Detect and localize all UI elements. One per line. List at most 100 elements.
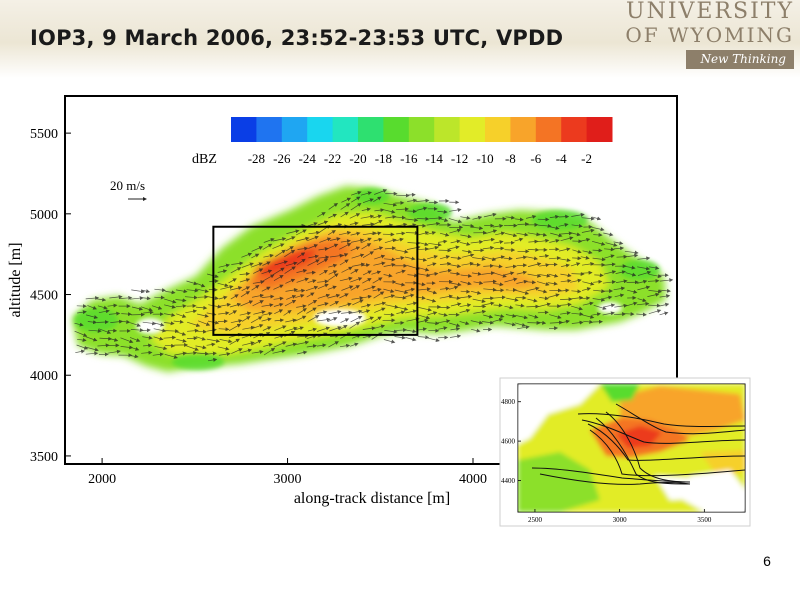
wind-vector [528,314,539,319]
wind-vector [316,343,327,348]
wind-vector [503,256,513,261]
y-tick-label: 3500 [30,450,58,465]
wind-vector [558,247,571,252]
wind-vector [349,213,361,219]
wind-vector [472,256,486,261]
wind-vector [581,296,591,301]
wind-vector [328,213,338,219]
wind-vector [593,304,607,310]
wind-vector [338,325,348,331]
wind-vector [120,319,131,324]
wind-vector [340,239,351,244]
wind-vector [603,232,614,237]
wind-vector [560,236,574,242]
wind-vector [626,301,638,307]
wind-vector [615,270,626,275]
wind-vector [340,203,351,210]
wind-vector [427,290,438,295]
wind-vector [549,320,564,325]
wind-vector [527,262,542,267]
wind-vector [317,220,329,226]
wind-vector [602,280,616,285]
wind-vector [297,246,309,251]
wind-vector [239,311,252,316]
wind-vector [570,278,582,283]
wind-vector [395,269,406,274]
wind-vector [659,294,671,299]
wind-vector [517,325,530,330]
wind-vector [262,243,273,250]
wind-vector [372,287,382,292]
wind-vector [231,261,244,266]
wind-vector [504,271,515,276]
university-logo: UNIVERSITY OF WYOMING New Thinking [619,0,794,74]
wind-vector [536,232,548,237]
wind-vector [405,309,417,314]
wind-vector [338,231,352,236]
wind-vector [416,223,427,228]
wind-vector [371,231,382,236]
colorbar-swatch [434,117,461,142]
colorbar-swatch [561,117,588,142]
wind-vector [439,255,451,260]
wind-vector [382,318,396,323]
wind-vector [341,310,353,315]
wind-vector [263,347,276,356]
wind-vector [129,337,141,342]
wind-vector [108,337,119,342]
wind-vector [613,241,624,245]
wind-vector [417,273,431,278]
wind-vector [329,301,340,307]
x-axis-label: along-track distance [m] [294,490,450,507]
wind-vector [307,222,318,227]
wind-vector [195,345,207,350]
wind-vector [108,311,121,316]
wind-vector [383,273,393,278]
wind-vector [307,279,317,284]
wind-vector [230,294,239,300]
wind-vector [614,303,628,308]
wind-vector [317,255,330,260]
colorbar-tick-label: -16 [400,151,418,166]
wind-vector [241,252,253,258]
wind-vector [350,190,362,196]
wind-vector [472,298,486,304]
wind-vector [263,343,273,347]
wind-vector [602,262,616,267]
wind-vector [396,231,406,236]
wind-vector [537,289,548,294]
wind-vector [285,278,296,284]
wind-vector [85,296,100,301]
wind-vector [470,320,484,325]
wind-vector [450,296,461,301]
wind-vector [561,263,570,268]
wind-vector [140,306,153,312]
wind-vector [297,308,307,315]
wind-vector [571,212,585,217]
wind-vector [438,312,448,317]
wind-vector [427,311,438,316]
wind-vector [251,253,260,259]
wind-vector [493,303,503,308]
wind-vector [121,312,132,317]
wind-vector [582,250,593,255]
wind-vector [428,242,442,247]
wind-vector [329,326,342,332]
wind-vector [349,321,361,329]
wind-vector [240,291,251,298]
wind-vector [153,336,164,341]
wind-vector [263,238,275,243]
wind-vector [581,216,595,221]
wind-vector [361,207,371,212]
wind-vector [560,288,570,293]
wind-vector [570,262,581,267]
wind-vector [482,245,495,250]
wind-vector [418,307,432,312]
wind-vector [450,302,462,307]
wind-vector [417,318,429,323]
wind-vector [163,298,177,304]
wind-vector [307,259,320,266]
wind-vector [262,261,271,266]
wind-vector [338,302,352,308]
wind-vector [351,262,366,267]
